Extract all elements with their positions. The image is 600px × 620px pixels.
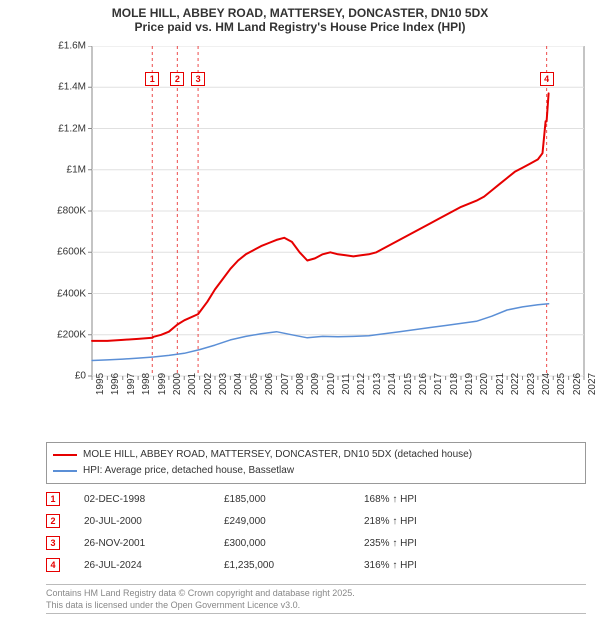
x-tick-label: 2004 — [233, 373, 244, 395]
x-tick-label: 2008 — [295, 373, 306, 395]
table-date: 20-JUL-2000 — [84, 516, 224, 527]
table-price: £300,000 — [224, 538, 364, 549]
table-marker: 1 — [46, 492, 60, 506]
y-tick-label: £1.6M — [58, 41, 86, 52]
table-row: 3 26-NOV-2001£300,000235% ↑ HPI — [46, 532, 586, 554]
chart-container: MOLE HILL, ABBEY ROAD, MATTERSEY, DONCAS… — [0, 0, 600, 620]
footer: Contains HM Land Registry data © Crown c… — [46, 584, 586, 614]
marker-box-4: 4 — [540, 72, 554, 86]
x-tick-label: 2025 — [556, 373, 567, 395]
x-tick-label: 1995 — [95, 373, 106, 395]
legend-item-price-paid: MOLE HILL, ABBEY ROAD, MATTERSEY, DONCAS… — [53, 447, 579, 463]
y-tick-label: £600K — [57, 247, 86, 258]
table-date: 02-DEC-1998 — [84, 494, 224, 505]
y-tick-label: £400K — [57, 288, 86, 299]
table-row: 2 20-JUL-2000£249,000218% ↑ HPI — [46, 510, 586, 532]
x-tick-label: 2019 — [464, 373, 475, 395]
x-tick-label: 2000 — [172, 373, 183, 395]
x-tick-label: 2022 — [510, 373, 521, 395]
table-price: £185,000 — [224, 494, 364, 505]
x-tick-label: 2016 — [418, 373, 429, 395]
x-tick-label: 2005 — [249, 373, 260, 395]
y-tick-label: £800K — [57, 206, 86, 217]
x-tick-label: 2021 — [495, 373, 506, 395]
x-tick-label: 2027 — [587, 373, 598, 395]
table-pct: 316% ↑ HPI — [364, 560, 524, 571]
y-tick-label: £0 — [75, 371, 86, 382]
table-pct: 218% ↑ HPI — [364, 516, 524, 527]
title-line-1: MOLE HILL, ABBEY ROAD, MATTERSEY, DONCAS… — [0, 6, 600, 20]
x-tick-label: 2010 — [326, 373, 337, 395]
x-tick-label: 2024 — [541, 373, 552, 395]
marker-box-2: 2 — [170, 72, 184, 86]
legend-swatch-2 — [53, 470, 77, 472]
title-block: MOLE HILL, ABBEY ROAD, MATTERSEY, DONCAS… — [0, 0, 600, 34]
x-tick-label: 2018 — [449, 373, 460, 395]
x-tick-label: 2013 — [372, 373, 383, 395]
table-date: 26-JUL-2024 — [84, 560, 224, 571]
x-tick-label: 2003 — [218, 373, 229, 395]
table-pct: 168% ↑ HPI — [364, 494, 524, 505]
transactions-table: 1 02-DEC-1998£185,000168% ↑ HPI 2 20-JUL-20… — [46, 488, 586, 576]
table-row: 1 02-DEC-1998£185,000168% ↑ HPI — [46, 488, 586, 510]
x-tick-label: 2011 — [341, 373, 352, 395]
table-pct: 235% ↑ HPI — [364, 538, 524, 549]
x-tick-label: 1996 — [110, 373, 121, 395]
y-tick-label: £1.2M — [58, 123, 86, 134]
table-marker: 3 — [46, 536, 60, 550]
title-line-2: Price paid vs. HM Land Registry's House … — [0, 20, 600, 34]
x-tick-label: 2009 — [310, 373, 321, 395]
plot-svg — [46, 46, 586, 406]
y-tick-label: £200K — [57, 329, 86, 340]
x-tick-label: 2006 — [264, 373, 275, 395]
table-marker: 2 — [46, 514, 60, 528]
x-tick-label: 2017 — [433, 373, 444, 395]
legend-swatch-1 — [53, 454, 77, 456]
x-tick-label: 2023 — [526, 373, 537, 395]
legend: MOLE HILL, ABBEY ROAD, MATTERSEY, DONCAS… — [46, 442, 586, 484]
x-tick-label: 2014 — [387, 373, 398, 395]
x-tick-label: 2012 — [356, 373, 367, 395]
table-date: 26-NOV-2001 — [84, 538, 224, 549]
x-tick-label: 1998 — [141, 373, 152, 395]
table-marker: 4 — [46, 558, 60, 572]
x-tick-label: 2015 — [403, 373, 414, 395]
table-price: £249,000 — [224, 516, 364, 527]
y-tick-label: £1M — [67, 164, 86, 175]
y-tick-label: £1.4M — [58, 82, 86, 93]
x-tick-label: 1999 — [157, 373, 168, 395]
table-row: 4 26-JUL-2024£1,235,000316% ↑ HPI — [46, 554, 586, 576]
marker-box-1: 1 — [145, 72, 159, 86]
x-tick-label: 2002 — [203, 373, 214, 395]
x-tick-label: 2020 — [479, 373, 490, 395]
legend-item-hpi: HPI: Average price, detached house, Bass… — [53, 463, 579, 479]
legend-label-1: MOLE HILL, ABBEY ROAD, MATTERSEY, DONCAS… — [83, 447, 472, 463]
footer-line-1: Contains HM Land Registry data © Crown c… — [46, 587, 586, 599]
x-tick-label: 2001 — [187, 373, 198, 395]
footer-line-2: This data is licensed under the Open Gov… — [46, 599, 586, 611]
plot-area: £0£200K£400K£600K£800K£1M£1.2M£1.4M£1.6M… — [46, 46, 586, 406]
table-price: £1,235,000 — [224, 560, 364, 571]
x-tick-label: 2026 — [572, 373, 583, 395]
marker-box-3: 3 — [191, 72, 205, 86]
x-tick-label: 1997 — [126, 373, 137, 395]
legend-label-2: HPI: Average price, detached house, Bass… — [83, 463, 294, 479]
x-tick-label: 2007 — [280, 373, 291, 395]
